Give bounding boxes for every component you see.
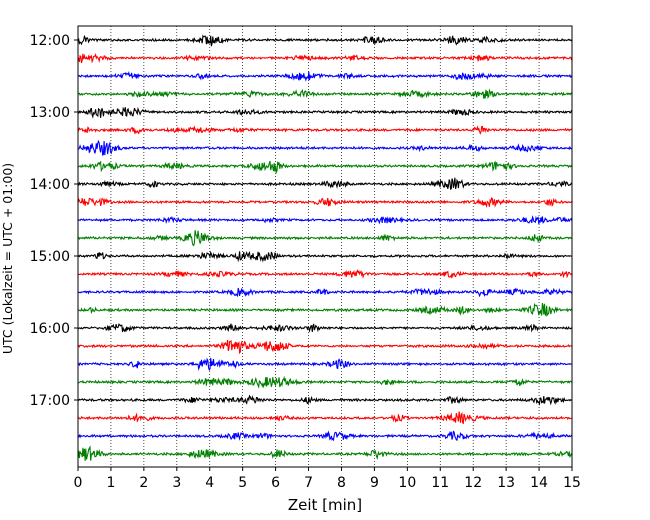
x-tick-label: 14 [530,475,548,491]
x-tick-label: 7 [304,475,313,491]
y-tick-label: 15:00 [30,249,70,265]
trace-line [77,106,573,119]
y-tick-label: 13:00 [30,105,70,121]
trace-line [77,160,573,175]
trace-line [77,197,573,209]
x-tick-label: 8 [337,475,346,491]
y-tick-label: 16:00 [30,321,70,337]
x-tick-label: 13 [497,475,515,491]
x-tick-label: 4 [205,475,214,491]
trace-line [77,411,573,425]
trace-line [77,287,573,298]
trace-line [77,323,573,333]
trace-line [77,302,573,317]
axis-ticks: 0 1 2 3 4 5 6 7 8 9 10 11 12 13 14 1512:0013:0014:0015:… [30,33,581,491]
y-axis-label: UTC (Lokalzeit = UTC + 01:00) [0,163,15,354]
trace-line [77,139,573,156]
y-tick-label: 17:00 [30,393,70,409]
y-tick-label: 14:00 [30,177,70,193]
trace-line [77,269,573,279]
trace-line [77,70,573,82]
trace-line [77,340,573,355]
x-tick-label: 10 [398,475,416,491]
trace-line [77,177,573,190]
trace-line [77,88,573,99]
trace-line [77,52,573,64]
x-tick-label: 0 [74,475,83,491]
x-tick-label: 9 [370,475,379,491]
trace-line [77,445,573,461]
trace-line [77,34,573,47]
y-tick-label: 12:00 [30,33,70,49]
plot-frame [77,25,573,468]
trace-group [77,34,573,461]
trace-line [77,394,573,406]
trace-line [77,250,573,263]
x-tick-label: 12 [464,475,482,491]
trace-line [77,375,573,389]
x-tick-label: 1 [106,475,115,491]
x-tick-label: 11 [431,475,449,491]
x-axis-label: Zeit [min] [288,496,362,514]
trace-line [77,430,573,442]
x-tick-label: 15 [563,475,581,491]
x-tick-label: 2 [139,475,148,491]
x-tick-label: 3 [172,475,181,491]
trace-line [77,357,573,371]
trace-line [77,215,573,225]
x-tick-label: 6 [271,475,280,491]
trace-line [77,230,573,247]
trace-line [77,125,573,135]
x-tick-label: 5 [238,475,247,491]
